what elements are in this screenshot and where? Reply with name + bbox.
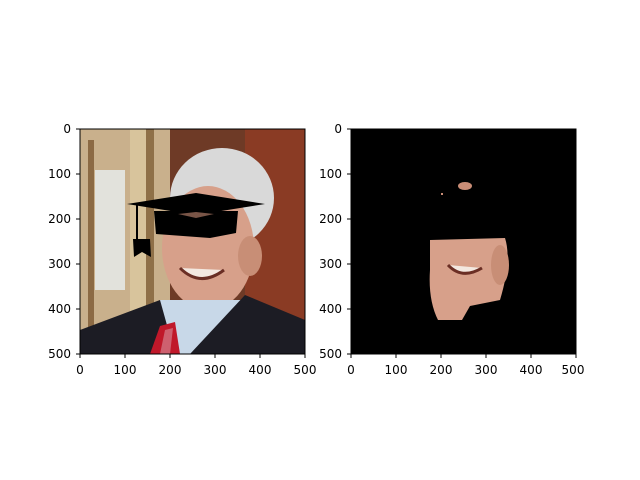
left-y-tick-label: 0 (63, 122, 71, 136)
left-axes: 0 100 200 300 400 500 0 100 200 300 400 … (48, 122, 316, 377)
left-y-tick-label: 500 (48, 347, 71, 361)
right-x-tick-label: 100 (385, 363, 408, 377)
right-y-tick-label: 0 (334, 122, 342, 136)
left-x-tick-label: 200 (159, 363, 182, 377)
right-y-tick-label: 500 (319, 347, 342, 361)
left-x-ticks: 0 100 200 300 400 500 (76, 354, 316, 377)
right-x-tick-label: 300 (475, 363, 498, 377)
right-x-tick-label: 200 (430, 363, 453, 377)
left-x-tick-label: 300 (204, 363, 227, 377)
left-y-ticks: 0 100 200 300 400 500 (48, 122, 80, 361)
left-y-tick-label: 300 (48, 257, 71, 271)
left-y-tick-label: 200 (48, 212, 71, 226)
right-y-tick-label: 300 (319, 257, 342, 271)
left-x-tick-label: 0 (76, 363, 84, 377)
graduation-cap-icon (127, 193, 265, 257)
right-x-ticks: 0 100 200 300 400 500 (347, 354, 584, 377)
left-x-tick-label: 500 (294, 363, 317, 377)
left-y-tick-label: 400 (48, 302, 71, 316)
left-y-tick-label: 100 (48, 167, 71, 181)
right-plot-frame (350, 128, 577, 355)
right-y-ticks: 0 100 200 300 400 500 (319, 122, 351, 361)
right-axes: 0 100 200 300 400 500 0 100 200 300 400 … (319, 122, 584, 377)
segmented-face (429, 182, 509, 320)
right-y-tick-label: 200 (319, 212, 342, 226)
right-x-tick-label: 500 (562, 363, 585, 377)
portrait-image (80, 129, 305, 354)
left-plot-frame (79, 128, 306, 355)
right-panel (351, 129, 576, 354)
right-x-tick-label: 400 (520, 363, 543, 377)
right-y-tick-label: 400 (319, 302, 342, 316)
left-panel (80, 129, 305, 354)
right-x-tick-label: 0 (347, 363, 355, 377)
right-y-tick-label: 100 (319, 167, 342, 181)
left-x-tick-label: 100 (114, 363, 137, 377)
left-x-tick-label: 400 (249, 363, 272, 377)
